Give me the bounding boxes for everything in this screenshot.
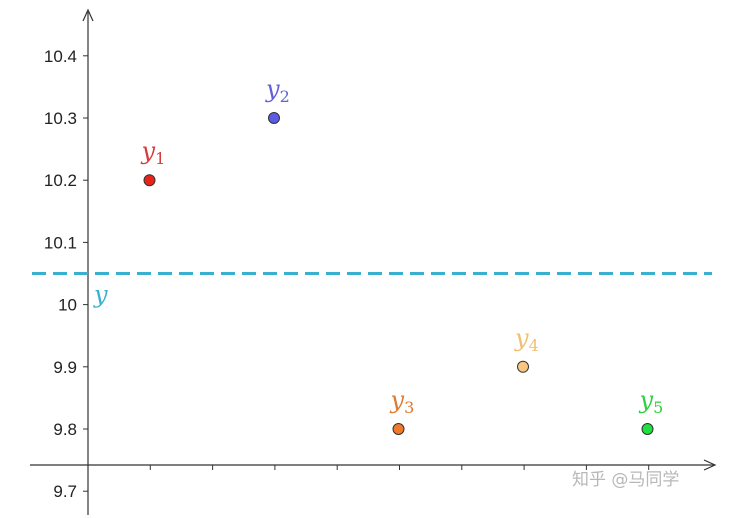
mean-line-group: y	[32, 272, 712, 309]
data-point-3	[392, 423, 405, 435]
mean-line-label: y	[93, 281, 108, 309]
data-point-5	[641, 423, 654, 435]
data-point-1	[143, 174, 156, 187]
point-label-subscript: 4	[529, 336, 539, 355]
y-tick-label: 9.9	[53, 358, 77, 377]
axes: 10.4 10.3 10.2 10.1 10 9.9 9.8 9.7	[30, 8, 717, 515]
y-tick-label: 10	[58, 296, 77, 315]
y-tick-label: 9.7	[53, 482, 77, 501]
x-axis-arrow	[703, 459, 717, 471]
y-tick-label: 10.2	[44, 171, 77, 190]
point-label-subscript: 5	[653, 398, 663, 417]
data-point-2	[268, 112, 280, 124]
point-label-subscript: 3	[404, 398, 414, 417]
point-label-3: y3	[390, 386, 415, 417]
data-point-4	[517, 360, 529, 373]
y-axis-arrow	[82, 8, 94, 22]
data-points: y1 y2 y3 y4 y5	[141, 75, 664, 435]
y-tick-label: 10.1	[44, 233, 77, 252]
y-tick-label: 10.4	[44, 47, 77, 66]
point-label-4: y4	[514, 324, 539, 355]
y-tick-label: 9.8	[53, 420, 77, 439]
point-label-1: y1	[141, 137, 166, 168]
point-label-5: y5	[639, 386, 664, 417]
y-tick-label: 10.3	[44, 109, 77, 128]
point-label-subscript: 1	[155, 149, 165, 168]
point-label-2: y2	[265, 75, 290, 106]
watermark: 知乎 @马同学	[572, 470, 679, 490]
point-label-subscript: 2	[280, 87, 290, 106]
